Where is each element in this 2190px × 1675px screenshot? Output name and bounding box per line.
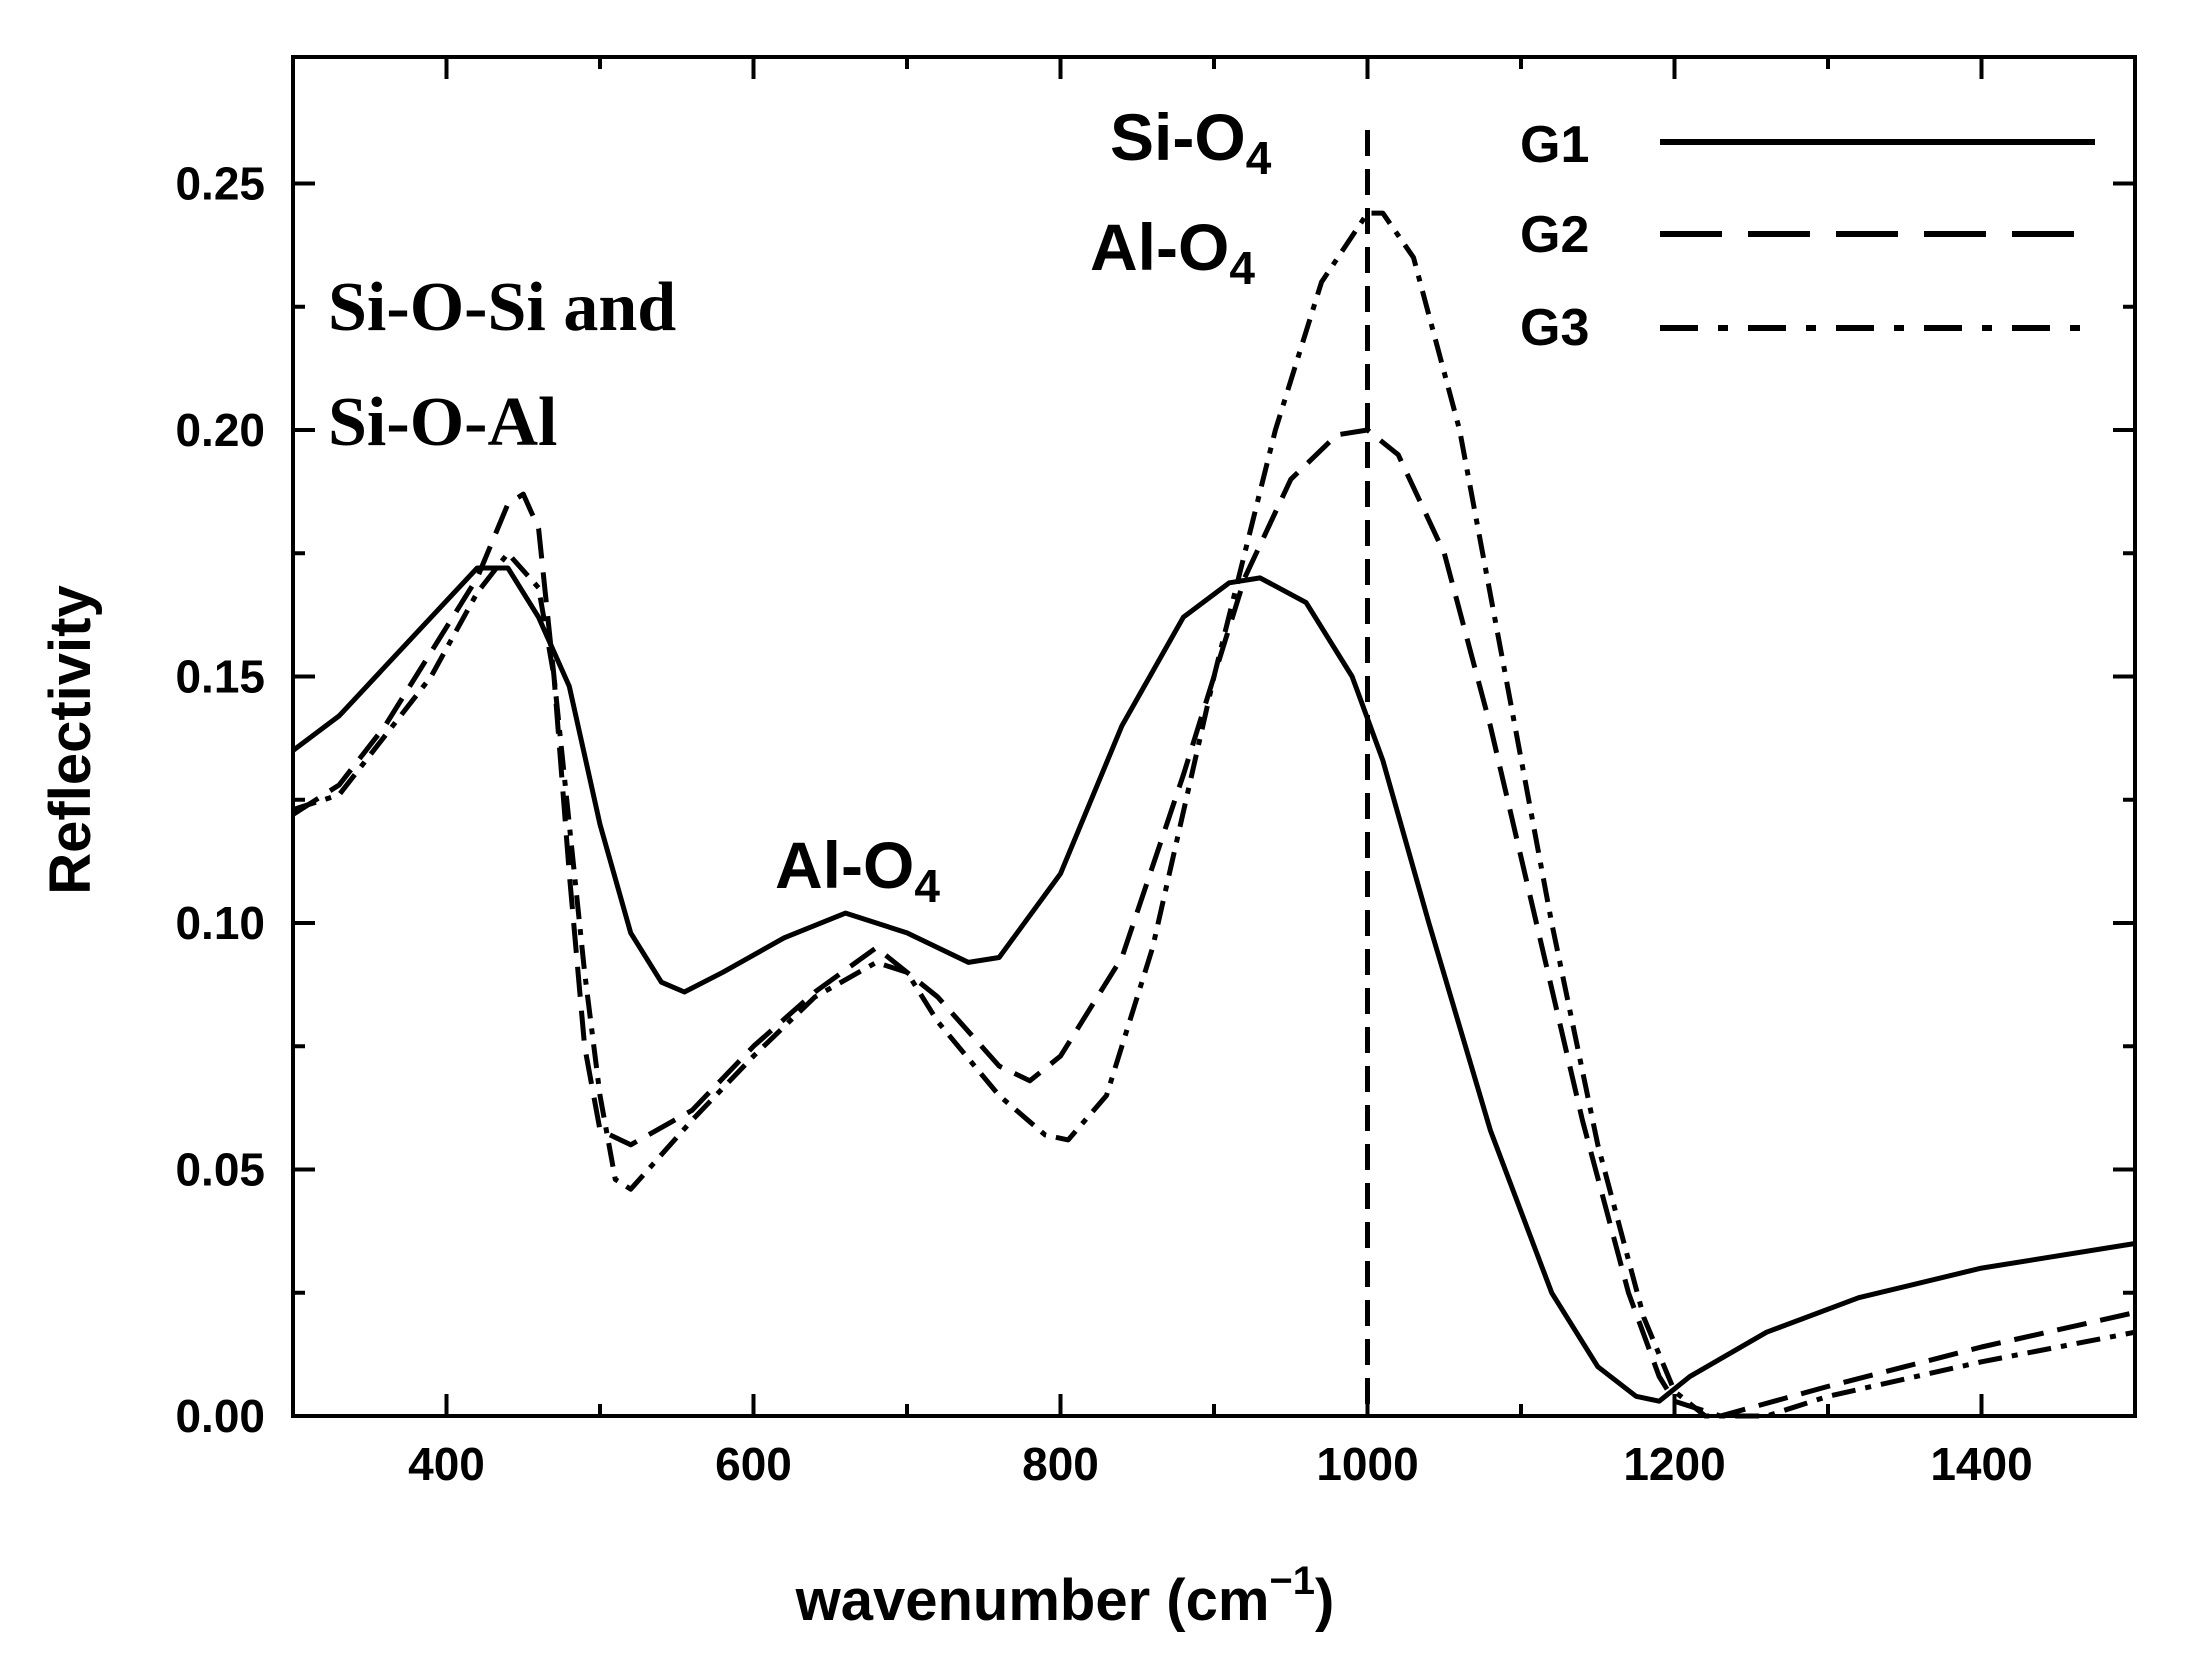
x-tick-label: 1400	[1930, 1438, 2032, 1490]
annotation-si-o4-base: Si-O	[1110, 100, 1246, 174]
y-tick-label: 0.25	[175, 158, 265, 210]
annotation-si-o-al: Si-O-Al	[328, 384, 557, 461]
y-tick-label: 0.20	[175, 404, 265, 456]
y-tick-label: 0.05	[175, 1144, 265, 1196]
y-axis-title: Reflectivity	[38, 585, 103, 894]
x-tick-label: 1000	[1316, 1438, 1418, 1490]
annotation-al-o4-mid-base: Al-O	[775, 828, 914, 902]
annotation-si-o-si: Si-O-Si and	[328, 269, 676, 346]
annotation-al-o4-top-base: Al-O	[1090, 210, 1229, 284]
annotation-si-o4: Si-O4	[1110, 100, 1272, 184]
series-line-g3	[292, 210, 2136, 1419]
legend-label-g1: G1	[1520, 116, 1589, 174]
legend-label-g3: G3	[1520, 299, 1589, 357]
y-tick-labels: 0.00 0.05 0.10 0.15 0.20 0.25	[175, 158, 265, 1443]
y-tick-label: 0.10	[175, 897, 265, 949]
x-tick-label: 1200	[1623, 1438, 1725, 1490]
annotation-al-o4-top-sub: 4	[1229, 242, 1255, 294]
series-line-g2	[291, 427, 2136, 1419]
legend: G1 G2 G3	[1520, 116, 2095, 357]
axis-ticks	[291, 57, 2137, 1418]
x-axis-title-sup: −1	[1269, 1559, 1315, 1603]
x-tick-labels: 400 600 800 1000 1200 1400	[408, 1438, 2033, 1490]
x-axis-title-close: )	[1315, 1568, 1334, 1633]
x-tick-label: 800	[1022, 1438, 1099, 1490]
x-tick-label: 400	[408, 1438, 485, 1490]
legend-label-g2: G2	[1520, 206, 1589, 264]
annotation-al-o4-mid: Al-O4	[775, 828, 940, 912]
y-tick-label: 0.00	[175, 1390, 265, 1442]
x-axis-title: wavenumber (cm−1)	[795, 1559, 1335, 1633]
series-line-g1	[291, 565, 2136, 1404]
annotation-al-o4-top: Al-O4	[1090, 210, 1255, 294]
annotation-si-o4-sub: 4	[1246, 132, 1272, 184]
x-tick-label: 600	[715, 1438, 792, 1490]
annotation-al-o4-mid-sub: 4	[914, 860, 940, 912]
x-axis-title-main: wavenumber (cm	[795, 1568, 1270, 1633]
y-tick-label: 0.15	[175, 651, 265, 703]
